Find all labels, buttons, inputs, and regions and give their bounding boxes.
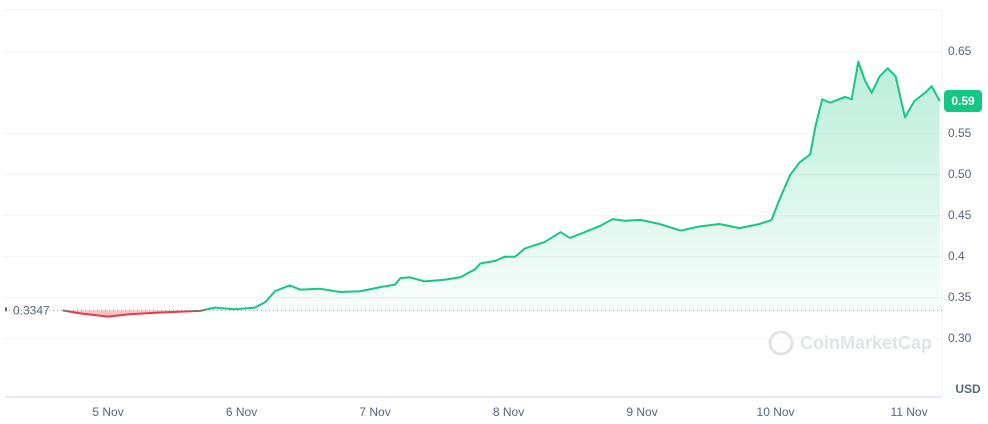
x-tick-label: 6 Nov: [226, 405, 257, 419]
area-fill: [62, 61, 940, 317]
y-tick-label: 0.50: [948, 167, 972, 181]
x-tick-label: 10 Nov: [757, 405, 795, 419]
y-tick-label: 0.45: [948, 208, 972, 222]
y-tick-label: 0.35: [948, 290, 972, 304]
reference-marker: [5, 307, 7, 312]
x-tick-label: 5 Nov: [92, 405, 123, 419]
watermark-text: CoinMarketCap: [800, 333, 932, 353]
x-tick-label: 8 Nov: [493, 405, 524, 419]
current-price-label: 0.59: [951, 94, 975, 108]
y-tick-label: 0.4: [948, 249, 965, 263]
y-tick-label: 0.30: [948, 331, 972, 345]
watermark: CoinMarketCap: [768, 330, 932, 356]
y-tick-label: 0.65: [948, 44, 972, 58]
current-price-badge: [944, 90, 982, 113]
price-line: [62, 60, 941, 318]
x-tick-label: 7 Nov: [359, 405, 390, 419]
x-tick-label: 11 Nov: [890, 405, 927, 419]
watermark-logo: [768, 330, 794, 356]
reference-label: 0.3347: [13, 304, 50, 318]
x-tick-label: 9 Nov: [626, 405, 657, 419]
currency-label: USD: [955, 382, 981, 396]
y-tick-label: 0.55: [948, 126, 972, 140]
